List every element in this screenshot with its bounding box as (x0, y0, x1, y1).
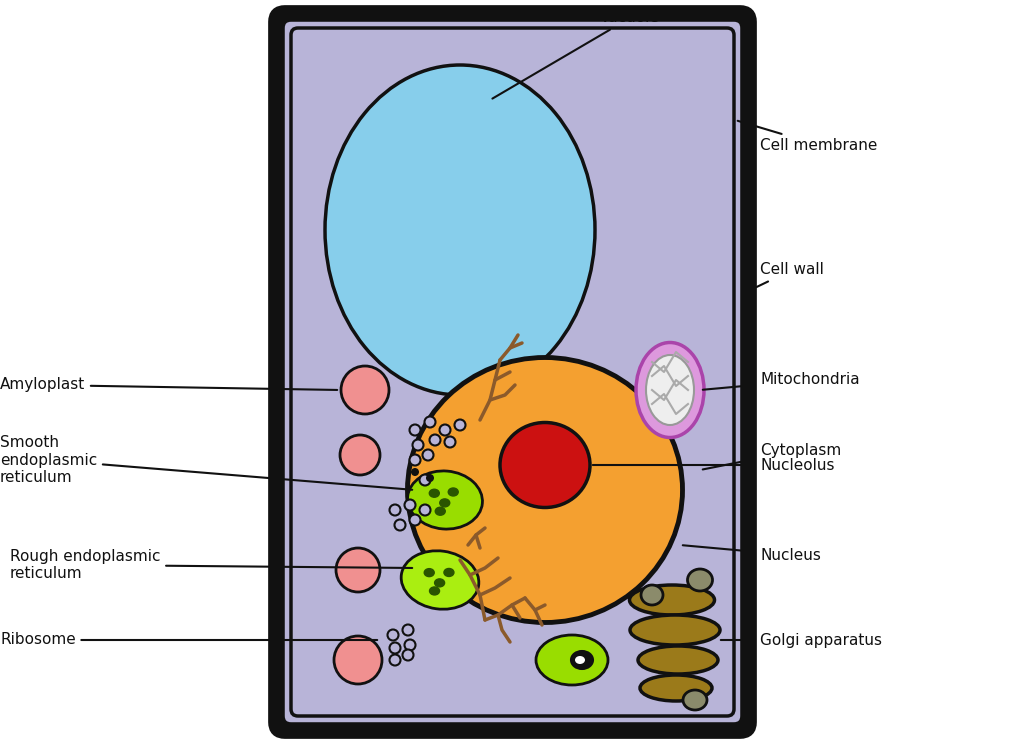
Circle shape (405, 500, 416, 511)
Text: Amyloplast: Amyloplast (0, 377, 338, 392)
Text: Cell membrane: Cell membrane (737, 121, 877, 152)
FancyBboxPatch shape (273, 10, 752, 734)
Ellipse shape (630, 585, 715, 615)
Ellipse shape (640, 675, 712, 701)
Text: Mitochondria: Mitochondria (703, 373, 860, 390)
Circle shape (454, 419, 465, 430)
Circle shape (439, 424, 450, 436)
Ellipse shape (641, 585, 663, 605)
Ellipse shape (500, 422, 590, 508)
Ellipse shape (325, 65, 595, 395)
Circle shape (410, 454, 421, 466)
Circle shape (405, 640, 416, 650)
Ellipse shape (429, 489, 439, 497)
Circle shape (425, 416, 435, 428)
Ellipse shape (683, 690, 707, 710)
Text: Cytoplasm: Cytoplasm (703, 442, 842, 470)
Ellipse shape (630, 615, 720, 645)
Text: Golgi apparatus: Golgi apparatus (721, 632, 882, 647)
Ellipse shape (435, 507, 445, 515)
Ellipse shape (687, 569, 713, 591)
FancyBboxPatch shape (282, 19, 743, 725)
Ellipse shape (575, 656, 585, 664)
Ellipse shape (636, 343, 704, 437)
Text: Cell wall: Cell wall (742, 262, 823, 294)
Ellipse shape (536, 635, 608, 685)
Ellipse shape (444, 568, 454, 577)
Circle shape (430, 434, 440, 445)
Ellipse shape (435, 579, 444, 586)
Circle shape (340, 435, 380, 475)
Circle shape (336, 548, 380, 592)
Ellipse shape (571, 651, 593, 669)
Text: Rough endoplasmic
reticulum: Rough endoplasmic reticulum (10, 549, 413, 581)
Circle shape (341, 366, 389, 414)
Circle shape (410, 424, 421, 436)
Ellipse shape (440, 499, 450, 507)
FancyBboxPatch shape (291, 28, 734, 716)
Circle shape (413, 440, 424, 451)
Circle shape (403, 625, 414, 635)
Circle shape (423, 449, 434, 460)
Circle shape (426, 474, 434, 482)
Ellipse shape (402, 550, 479, 609)
Circle shape (334, 636, 382, 684)
Ellipse shape (430, 587, 439, 595)
Circle shape (420, 475, 431, 485)
Ellipse shape (408, 471, 483, 529)
Ellipse shape (448, 488, 458, 496)
Ellipse shape (646, 355, 694, 425)
Text: Ribosome: Ribosome (0, 632, 377, 647)
Circle shape (394, 520, 406, 530)
Circle shape (389, 655, 401, 665)
Circle shape (389, 505, 401, 515)
Circle shape (411, 468, 419, 476)
Ellipse shape (408, 358, 682, 622)
Circle shape (387, 629, 399, 640)
Circle shape (444, 436, 455, 448)
Text: Nucleolus: Nucleolus (593, 458, 835, 472)
Text: Smooth
endoplasmic
reticulum: Smooth endoplasmic reticulum (0, 435, 413, 490)
Circle shape (389, 643, 401, 653)
Text: Vacuole: Vacuole (493, 10, 660, 98)
Ellipse shape (638, 646, 718, 674)
Circle shape (410, 514, 421, 526)
Text: Nucleus: Nucleus (682, 545, 821, 562)
Circle shape (403, 650, 414, 661)
Ellipse shape (424, 568, 434, 577)
Circle shape (420, 505, 431, 515)
